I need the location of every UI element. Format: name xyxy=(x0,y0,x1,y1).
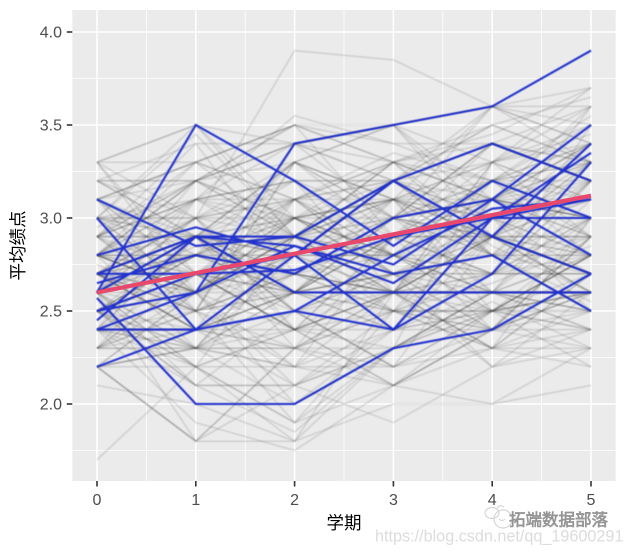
svg-text:4.0: 4.0 xyxy=(40,25,62,42)
svg-text:3: 3 xyxy=(389,492,398,509)
svg-text:2.5: 2.5 xyxy=(40,304,62,321)
svg-text:拓端数据部落: 拓端数据部落 xyxy=(509,510,609,530)
svg-text:5: 5 xyxy=(587,492,596,509)
svg-text:学期: 学期 xyxy=(327,513,362,533)
svg-text:1: 1 xyxy=(191,492,200,509)
svg-text:2.0: 2.0 xyxy=(40,397,62,414)
svg-text:4: 4 xyxy=(488,492,497,509)
svg-text:3.5: 3.5 xyxy=(40,118,62,135)
svg-text:3.0: 3.0 xyxy=(40,211,62,228)
svg-text:https://blog.csdn.net/qq_19600: https://blog.csdn.net/qq_19600291 xyxy=(375,528,623,546)
svg-text:2: 2 xyxy=(290,492,299,509)
svg-text:平均绩点: 平均绩点 xyxy=(8,211,28,281)
svg-text:0: 0 xyxy=(93,492,102,509)
